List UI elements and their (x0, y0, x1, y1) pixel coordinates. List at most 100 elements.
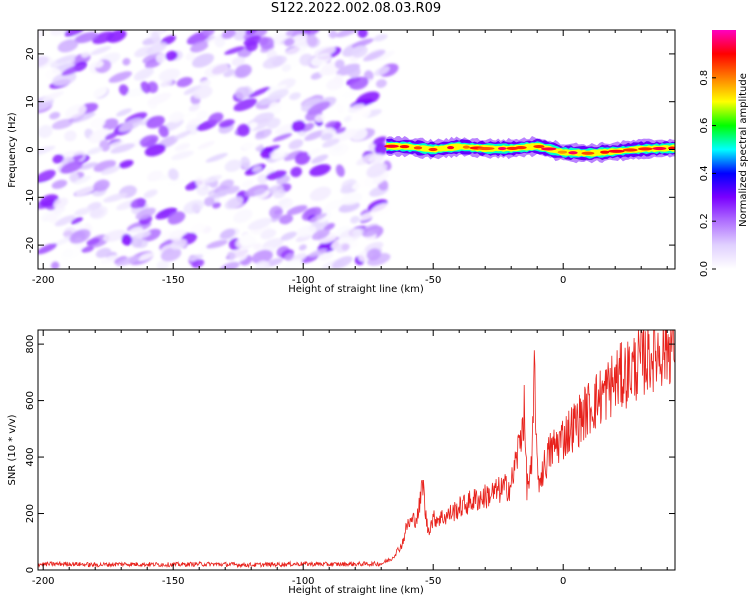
spectrogram-noise-blob (133, 67, 154, 81)
spectrogram-signal-peak (447, 145, 455, 150)
spectrogram-noise-blob (368, 153, 384, 164)
spectrogram-noise-blob (260, 229, 277, 240)
spectrogram-noise-blob (90, 46, 111, 56)
spectrogram-noise-blob (243, 35, 262, 47)
spectrogram-noise-blob (88, 86, 108, 99)
spectrogram-noise-blob (187, 118, 202, 125)
spectrogram-noise-blob (375, 79, 387, 88)
spectrogram-noise-blob (71, 112, 96, 123)
spectrogram-noise-blob (203, 196, 215, 207)
spectrogram-noise-blob (49, 30, 68, 36)
spectrogram-noise-blob (54, 215, 76, 227)
spectrogram-noise-blob (220, 228, 236, 240)
spectrogram-signal-peak (515, 146, 527, 150)
spectrogram-signal-peak (608, 149, 625, 153)
snr-y-tick-label: 0 (25, 567, 36, 573)
spectrogram-noise-blob (178, 109, 201, 119)
spectrogram-noise-blob (322, 138, 340, 148)
spectrogram-signal-peak (557, 150, 568, 154)
spectrogram-noise-blob (134, 231, 151, 239)
snr-y-axis: 0 200 400 600 800 (25, 335, 675, 573)
spectrogram-noise-blob (374, 66, 390, 76)
spectrogram-signal-peak (462, 145, 470, 149)
colorbar-axis: 0.0 0.2 0.4 0.6 0.8 (699, 70, 716, 277)
spectrogram-signal-peak (568, 151, 578, 155)
spectrogram-noise-blob (335, 103, 345, 114)
spectrogram-noise-blob (334, 59, 345, 69)
spectrogram-noise-blob (139, 134, 159, 147)
spectrogram-noise-blob (372, 136, 387, 145)
spectrogram-noise-blob (196, 110, 209, 119)
spectrogram-noise-blob (203, 174, 222, 184)
spectrogram-noise-blob (320, 133, 333, 141)
spectrogram-noise-blob (321, 62, 340, 76)
spectrogram-noise-blob (74, 31, 99, 44)
spectrogram-noise-blob (183, 85, 202, 95)
spectrogram-noise-blob (192, 166, 211, 177)
spectrogram-chart: -200 -150 -100 -50 0 20 10 0 -10 -20 Height of s… (7, 29, 676, 295)
spectrogram-noise-blob (252, 165, 262, 173)
spectrogram-noise-blob (130, 198, 147, 209)
spectrogram-noise-blob (258, 36, 269, 46)
spectrogram-noise-blob (335, 30, 360, 38)
spectrogram-noise-blob (166, 188, 183, 198)
spectrogram-noise-blob (247, 217, 273, 230)
spectrogram-x-tick-label: 0 (560, 275, 566, 286)
spectrogram-noise-blob (285, 30, 306, 37)
spectrogram-noise-blob (38, 169, 56, 183)
spectrogram-noise-blob (265, 170, 287, 180)
spectrogram-noise-blob (147, 98, 158, 110)
spectrogram-noise-blob (118, 118, 143, 132)
spectrogram-noise-blob (218, 119, 235, 128)
spectrogram-noise-blob (216, 83, 232, 98)
spectrogram-noise-blob (195, 176, 206, 189)
spectrogram-noise-region (38, 30, 399, 269)
spectrogram-noise-blob (349, 76, 369, 90)
spectrogram-noise-blob (186, 31, 210, 45)
spectrogram-noise-blob (52, 154, 64, 164)
spectrogram-noise-blob (176, 77, 193, 88)
spectrogram-noise-blob (309, 164, 331, 177)
snr-x-tick-label: -50 (425, 576, 441, 587)
spectrogram-noise-blob (224, 159, 242, 172)
spectrogram-signal-peak (533, 144, 545, 149)
spectrogram-noise-blob (189, 222, 206, 235)
spectrogram-noise-blob (171, 195, 184, 206)
spectrogram-noise-blob (257, 174, 268, 184)
spectrogram-noise-blob (209, 189, 231, 199)
spectrogram-signal-peak (541, 147, 557, 151)
spectrogram-noise-blob (351, 38, 374, 48)
spectrogram-noise-blob (143, 189, 158, 198)
spectrogram-noise-blob (55, 54, 77, 64)
spectrogram-noise-blob (227, 251, 236, 261)
spectrogram-noise-blob (269, 205, 284, 219)
spectrogram-noise-blob (347, 65, 361, 79)
spectrogram-noise-blob (188, 103, 200, 112)
spectrogram-noise-blob (150, 31, 161, 44)
spectrogram-noise-blob (170, 238, 188, 250)
spectrogram-noise-blob (69, 229, 91, 244)
spectrogram-noise-blob (238, 232, 258, 247)
spectrogram-x-tick-label: -100 (292, 275, 315, 286)
spectrogram-noise-blob (338, 201, 360, 213)
snr-x-tick-label: -150 (162, 576, 185, 587)
colorbar-tick-label: 0.4 (699, 165, 710, 181)
spectrogram-noise-blob (188, 254, 204, 262)
spectrogram-noise-blob (64, 104, 87, 119)
spectrogram-noise-blob (253, 112, 275, 124)
spectrogram-noise-blob (279, 214, 294, 225)
spectrogram-noise-blob (158, 68, 181, 82)
spectrogram-noise-blob (102, 118, 119, 130)
spectrogram-noise-blob (118, 84, 129, 96)
spectrogram-noise-blob (363, 49, 386, 62)
spectrogram-signal-peak (622, 148, 638, 152)
spectrogram-noise-blob (135, 207, 156, 220)
spectrogram-noise-blob (328, 143, 349, 157)
spectrogram-noise-blob (38, 182, 50, 193)
snr-x-axis: -200 -150 -100 -50 0 (32, 330, 668, 587)
spectrogram-y-tick-label: -20 (25, 237, 36, 253)
spectrogram-noise-blob (350, 215, 360, 224)
spectrogram-noise-blob (51, 118, 74, 130)
spectrogram-noise-blob (100, 165, 120, 175)
spectrogram-noise-blob (286, 205, 308, 215)
